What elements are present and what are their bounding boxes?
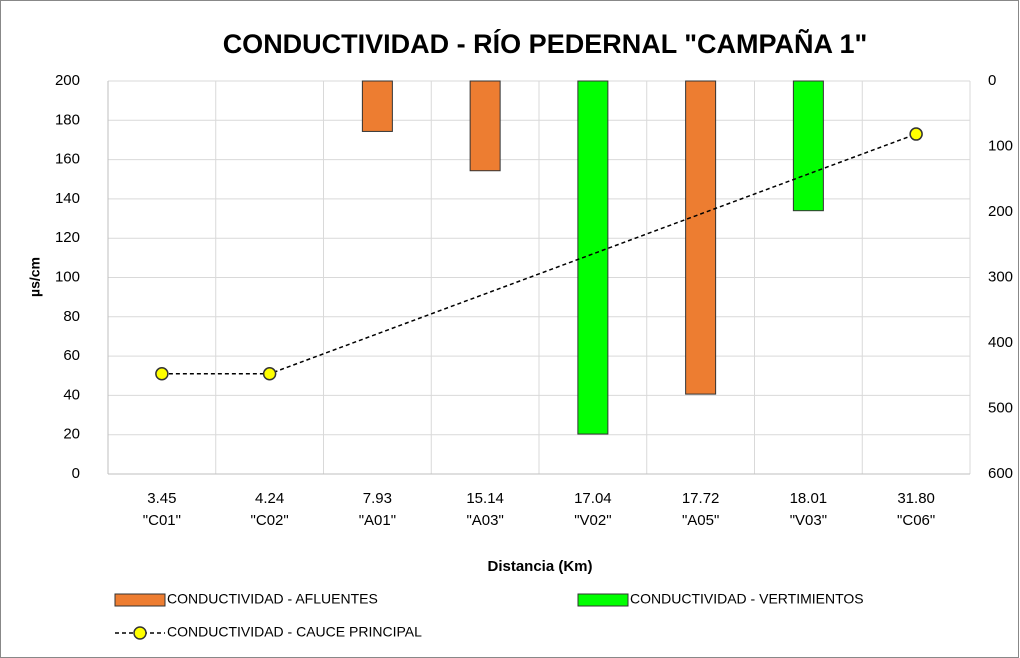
legend-label: CONDUCTIVIDAD - VERTIMIENTOS xyxy=(630,591,864,607)
y-tick-label: 200 xyxy=(55,72,80,89)
x-tick-label: "C01" xyxy=(143,512,181,529)
x-tick-label: "C06" xyxy=(897,512,935,529)
y2-tick-label: 300 xyxy=(988,268,1013,285)
y2-tick-label: 200 xyxy=(988,203,1013,220)
y2-tick-label: 0 xyxy=(988,72,996,89)
legend-label: CONDUCTIVIDAD - AFLUENTES xyxy=(167,591,378,607)
x-tick-label: 31.80 xyxy=(897,490,935,507)
bar xyxy=(361,80,393,132)
y-tick-label: 180 xyxy=(55,111,80,128)
bar xyxy=(469,80,501,172)
y-tick-label: 120 xyxy=(55,229,80,246)
y-tick-label: 0 xyxy=(72,465,80,482)
y2-tick-label: 100 xyxy=(988,137,1013,154)
y-tick-label: 40 xyxy=(63,386,80,403)
y-axis-label: µs/cm xyxy=(27,257,43,297)
legend-swatch xyxy=(577,593,629,607)
chart-title: CONDUCTIVIDAD - RÍO PEDERNAL "CAMPAÑA 1" xyxy=(223,28,868,59)
y-tick-label: 160 xyxy=(55,151,80,168)
y2-tick-label: 500 xyxy=(988,399,1013,416)
x-tick-label: 18.01 xyxy=(790,490,828,507)
y-tick-label: 80 xyxy=(63,308,80,325)
y2-tick-label: 600 xyxy=(988,465,1013,482)
x-tick-label: "A03" xyxy=(466,512,503,529)
y-tick-label: 20 xyxy=(63,426,80,443)
x-tick-label: "A05" xyxy=(682,512,719,529)
x-tick-label: "C02" xyxy=(251,512,289,529)
y-tick-label: 100 xyxy=(55,268,80,285)
bar xyxy=(792,80,824,212)
x-tick-label: 3.45 xyxy=(147,490,176,507)
x-tick-label: 17.04 xyxy=(574,490,612,507)
legend-label: CONDUCTIVIDAD - CAUCE PRINCIPAL xyxy=(167,624,422,640)
x-tick-label: "A01" xyxy=(359,512,396,529)
x-tick-label: 4.24 xyxy=(255,490,284,507)
x-tick-label: "V03" xyxy=(790,512,827,529)
x-tick-label: 17.72 xyxy=(682,490,720,507)
line-marker xyxy=(155,367,169,381)
x-tick-label: 15.14 xyxy=(466,490,504,507)
y-tick-label: 140 xyxy=(55,190,80,207)
y2-tick-label: 400 xyxy=(988,334,1013,351)
line-marker xyxy=(909,127,923,141)
bar xyxy=(685,80,717,395)
line-marker xyxy=(262,367,277,381)
legend-swatch xyxy=(114,593,166,607)
y-tick-label: 60 xyxy=(63,347,80,364)
x-axis-label: Distancia (Km) xyxy=(487,558,592,575)
legend-marker xyxy=(133,626,147,640)
x-tick-label: "V02" xyxy=(574,512,611,529)
x-tick-label: 7.93 xyxy=(363,490,392,507)
